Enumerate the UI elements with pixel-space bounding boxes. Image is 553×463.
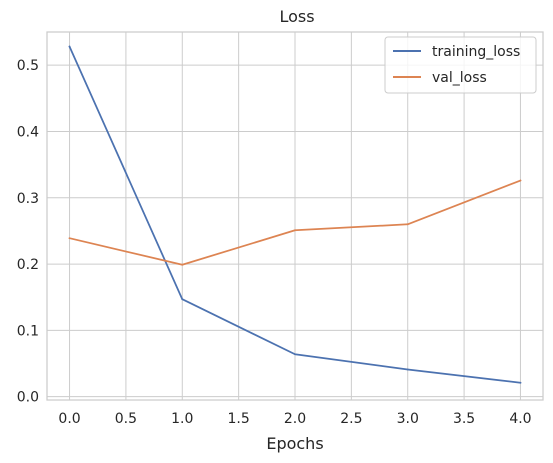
data-point-training-loss xyxy=(406,368,409,371)
y-tick-label: 0.3 xyxy=(17,191,39,207)
legend: training_loss val_loss xyxy=(384,36,537,94)
data-point-training-loss xyxy=(519,381,522,384)
data-point-val-loss xyxy=(294,229,296,232)
data-point-val-loss xyxy=(406,223,409,226)
grid-lines xyxy=(47,32,543,400)
x-tick-label: 0.0 xyxy=(58,411,80,427)
y-tick-label: 0.1 xyxy=(17,323,39,339)
data-point-val-loss xyxy=(519,179,522,182)
data-point-training-loss xyxy=(294,353,296,356)
data-point-val-loss xyxy=(181,263,184,266)
chart-title: Loss xyxy=(279,7,314,26)
legend-box xyxy=(384,36,537,94)
data-point-val-loss xyxy=(68,237,71,240)
legend-label-training-loss: training_loss xyxy=(432,44,520,60)
x-tick-label: 1.5 xyxy=(228,411,250,427)
x-tick-label: 3.5 xyxy=(453,411,475,427)
x-tick-label: 2.5 xyxy=(340,411,362,427)
y-tick-label: 0.4 xyxy=(17,124,39,140)
x-tick-label: 3.0 xyxy=(397,411,419,427)
x-axis-label: Epochs xyxy=(266,434,323,453)
y-tick-label: 0.5 xyxy=(17,58,39,74)
legend-label-val-loss: val_loss xyxy=(432,70,487,86)
y-tick-label: 0.2 xyxy=(17,257,39,273)
series-lines xyxy=(68,45,522,384)
x-tick-label: 4.0 xyxy=(509,411,531,427)
plot-frame xyxy=(46,31,544,401)
x-tick-label: 2.0 xyxy=(284,411,306,427)
y-tick-labels: 0.0 0.1 0.2 0.3 0.4 0.5 xyxy=(17,58,39,406)
data-point-training-loss xyxy=(68,45,71,48)
y-tick-label: 0.0 xyxy=(17,390,39,406)
x-tick-labels: 0.0 0.5 1.0 1.5 2.0 2.5 3.0 3.5 4.0 xyxy=(58,411,531,427)
x-tick-label: 1.0 xyxy=(171,411,193,427)
x-tick-label: 0.5 xyxy=(115,411,137,427)
data-point-training-loss xyxy=(181,298,184,301)
